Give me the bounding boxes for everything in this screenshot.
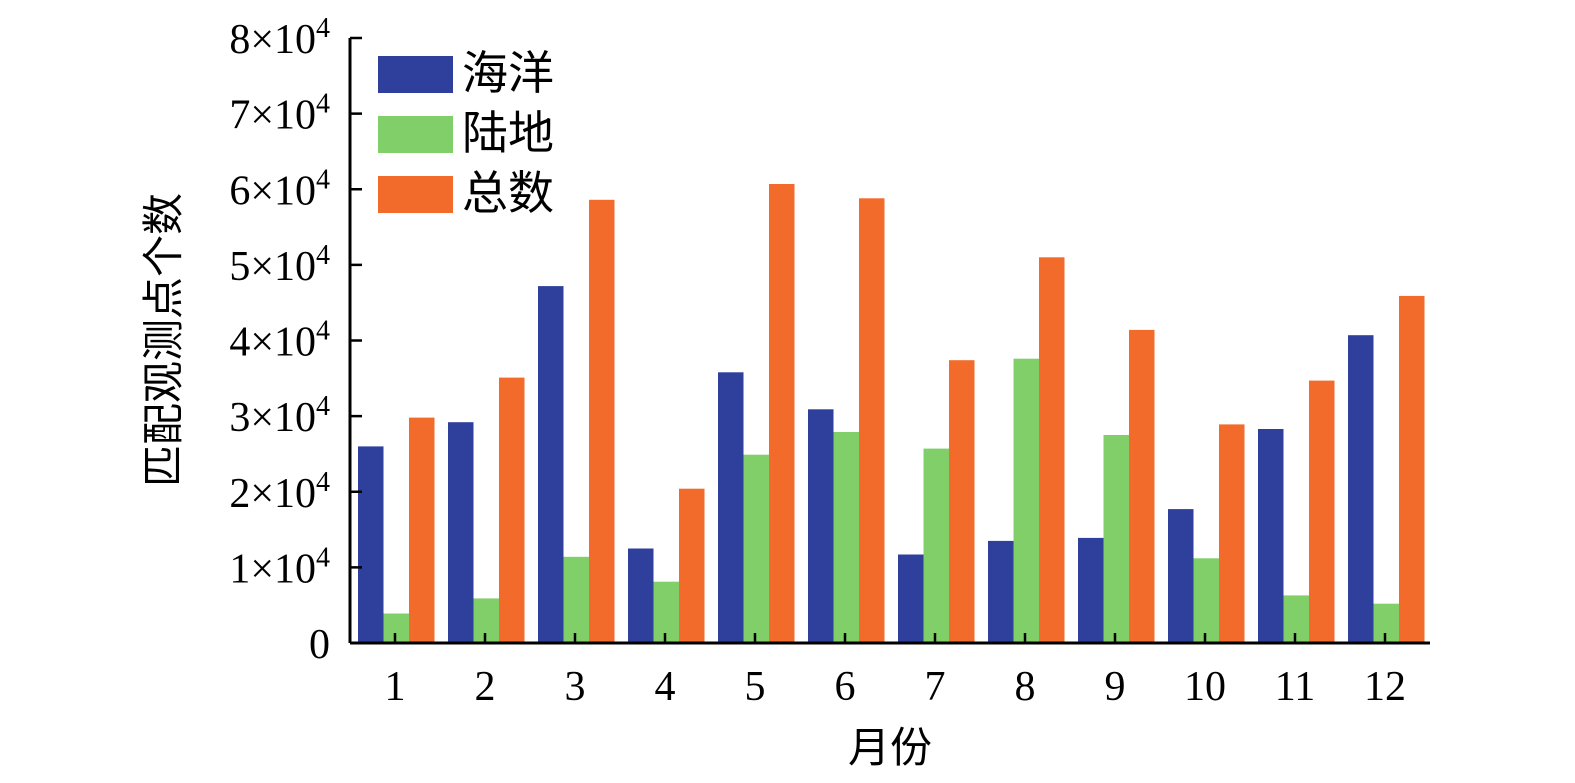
x-tick-label: 9	[1105, 664, 1126, 710]
legend-label-3: 总数	[462, 168, 554, 219]
y-tick-label: 3×104	[229, 391, 330, 441]
bar-3-11	[1309, 380, 1335, 643]
bar-3-3	[589, 199, 615, 644]
bar-2-7	[923, 448, 949, 643]
x-tick-label: 10	[1184, 664, 1226, 710]
bar-2-9	[1103, 435, 1129, 643]
legend-label-2: 陆地	[462, 108, 554, 159]
y-tick-label: 6×104	[229, 164, 330, 214]
y-tick-label: 5×104	[229, 240, 330, 290]
x-tick-label: 3	[565, 664, 586, 710]
bar-3-6	[859, 198, 885, 644]
legend-swatch-1	[378, 56, 453, 93]
x-tick-label: 11	[1275, 664, 1315, 710]
bar-1-10	[1168, 509, 1194, 643]
legend-swatch-3	[378, 176, 453, 213]
y-tick-label: 4×104	[229, 316, 330, 366]
bar-3-8	[1039, 257, 1065, 643]
bar-3-5	[769, 184, 795, 643]
x-tick-label: 7	[925, 664, 946, 710]
bar-1-3	[538, 286, 564, 643]
x-tick-label: 1	[385, 664, 406, 710]
x-tick-label: 8	[1015, 664, 1036, 710]
y-ticks: 0 1×104 2×104 3×104 4×104 5×104 6×104 7×104 8×10…	[229, 13, 362, 668]
y-tick-label: 8×104	[229, 13, 330, 63]
bar-1-8	[988, 540, 1014, 643]
bar-1-4	[628, 548, 654, 643]
y-tick-label: 0	[309, 622, 330, 668]
bar-1-6	[808, 409, 834, 643]
y-tick-label: 2×104	[229, 467, 330, 517]
bar-1-1	[358, 446, 384, 643]
x-tick-label: 5	[745, 664, 766, 710]
x-axis-title: 月份	[848, 726, 932, 772]
bars-layer	[358, 184, 1425, 644]
x-tick-label: 6	[835, 664, 856, 710]
x-tick-label: 4	[655, 664, 676, 710]
x-tick-label: 2	[475, 664, 496, 710]
bar-2-3	[563, 556, 589, 643]
bar-3-7	[949, 360, 975, 643]
bar-2-10	[1193, 558, 1219, 643]
bar-3-4	[679, 488, 705, 643]
bar-2-8	[1013, 358, 1039, 643]
bar-1-12	[1348, 335, 1374, 643]
bar-3-9	[1129, 329, 1155, 643]
bar-3-10	[1219, 424, 1245, 643]
bar-3-12	[1399, 295, 1425, 643]
bar-3-1	[409, 417, 435, 643]
bar-2-4	[653, 581, 679, 643]
bar-1-5	[718, 372, 744, 643]
bar-1-2	[448, 422, 474, 643]
y-tick-label: 1×104	[229, 542, 330, 592]
bar-2-6	[833, 432, 859, 643]
y-tick-label: 7×104	[229, 89, 330, 139]
bar-2-5	[743, 454, 769, 643]
legend-swatch-2	[378, 116, 453, 153]
bar-1-7	[898, 554, 924, 643]
bar-3-2	[499, 377, 525, 643]
y-axis-title: 匹配观测点个数	[142, 193, 188, 487]
bar-1-11	[1258, 429, 1284, 643]
legend-label-1: 海洋	[462, 48, 554, 99]
bar-1-9	[1078, 537, 1104, 643]
x-tick-label: 12	[1364, 664, 1406, 710]
x-ticks: 1 2 3 4 5 6 7 8 9 10 11 12	[385, 633, 1406, 710]
